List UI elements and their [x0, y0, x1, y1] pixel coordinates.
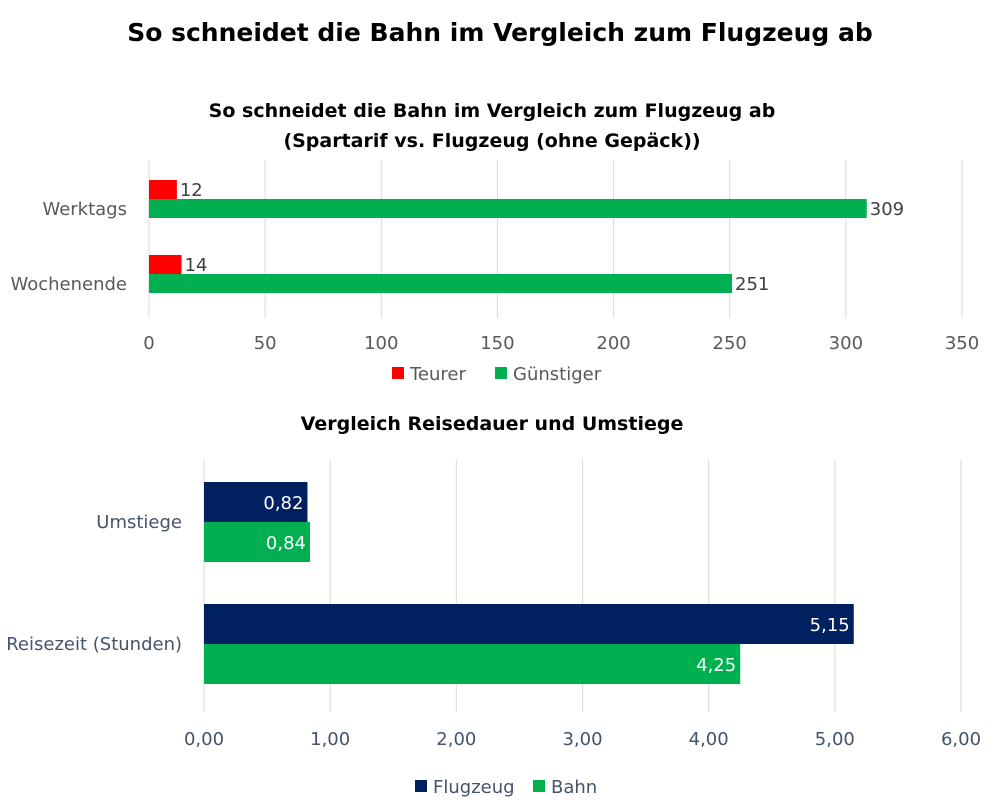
chart-1-y-axis: Werktags Wochenende: [10, 199, 127, 295]
chart-1-gridlines: [148, 160, 963, 318]
page-title: So schneidet die Bahn im Vergleich zum F…: [127, 18, 873, 47]
x-tick-label: 200: [596, 333, 630, 354]
data-label-teurer-werktags: 12: [180, 180, 203, 201]
legend-label-bahn: Bahn: [551, 777, 597, 798]
bar-bahn-reisezeit-stunden: [204, 644, 741, 684]
x-tick-label: 50: [254, 333, 277, 354]
chart-1: So schneidet die Bahn im Vergleich zum F…: [10, 100, 979, 385]
x-tick-label: 250: [713, 333, 747, 354]
legend-swatch-bahn: [533, 780, 545, 792]
x-tick-label: 300: [829, 333, 863, 354]
legend-label-teurer: Teurer: [409, 364, 466, 385]
category-label-werktags: Werktags: [42, 199, 127, 220]
bar-flugzeug-reisezeit-stunden: [204, 604, 854, 644]
chart-1-title: So schneidet die Bahn im Vergleich zum F…: [209, 100, 776, 122]
chart-1-x-axis: 0 50 100 150 200 250 300 350: [143, 333, 979, 354]
chart-1-subtitle: (Spartarif vs. Flugzeug (ohne Gepäck)): [283, 130, 700, 152]
data-label-bahn-umstiege: 0,84: [266, 533, 306, 554]
x-tick-label: 1,00: [310, 729, 350, 750]
x-tick-label: 2,00: [436, 729, 476, 750]
legend-label-guenstiger: Günstiger: [513, 364, 602, 385]
bar-teurer-werktags: [149, 180, 177, 199]
chart-2-bars: 0,82 0,84 5,15 4,25: [204, 482, 854, 684]
bar-teurer-wochenende: [149, 255, 182, 274]
bar-g-nstiger-werktags: [149, 199, 867, 218]
chart-2-x-axis: 0,00 1,00 2,00 3,00 4,00 5,00 6,00: [184, 729, 981, 750]
chart-1-legend: Teurer Günstiger: [392, 364, 602, 385]
category-label-umstiege: Umstiege: [96, 512, 182, 533]
x-tick-label: 3,00: [562, 729, 602, 750]
x-tick-label: 0,00: [184, 729, 224, 750]
data-label-g-nstiger-werktags: 309: [870, 199, 904, 220]
x-tick-label: 100: [364, 333, 398, 354]
legend-swatch-guenstiger: [495, 367, 507, 379]
bar-g-nstiger-wochenende: [149, 274, 733, 293]
bar-flugzeug-umstiege: [204, 482, 308, 522]
chart-1-bars: 12 309 14 251: [149, 180, 904, 295]
legend-label-flugzeug: Flugzeug: [433, 777, 515, 798]
bar-bahn-umstiege: [204, 522, 310, 562]
chart-2-y-axis: Umstiege Reisezeit (Stunden): [6, 512, 182, 655]
x-tick-label: 6,00: [941, 729, 981, 750]
x-tick-label: 5,00: [815, 729, 855, 750]
category-label-reisezeit-stunden: Reisezeit (Stunden): [6, 634, 182, 655]
data-label-flugzeug-reisezeit-stunden: 5,15: [810, 615, 850, 636]
legend-swatch-flugzeug: [415, 780, 427, 792]
category-label-wochenende: Wochenende: [10, 274, 127, 295]
x-tick-label: 4,00: [689, 729, 729, 750]
x-tick-label: 350: [945, 333, 979, 354]
data-label-flugzeug-umstiege: 0,82: [263, 493, 303, 514]
chart-2: Vergleich Reisedauer und Umstiege 0,820,…: [6, 413, 981, 798]
legend-swatch-teurer: [392, 367, 404, 379]
data-label-teurer-wochenende: 14: [185, 255, 208, 276]
x-tick-label: 0: [143, 333, 154, 354]
chart-2-legend: Flugzeug Bahn: [415, 777, 597, 798]
data-label-g-nstiger-wochenende: 251: [735, 274, 769, 295]
chart-2-title: Vergleich Reisedauer und Umstiege: [301, 413, 684, 435]
data-label-bahn-reisezeit-stunden: 4,25: [696, 655, 736, 676]
x-tick-label: 150: [480, 333, 514, 354]
